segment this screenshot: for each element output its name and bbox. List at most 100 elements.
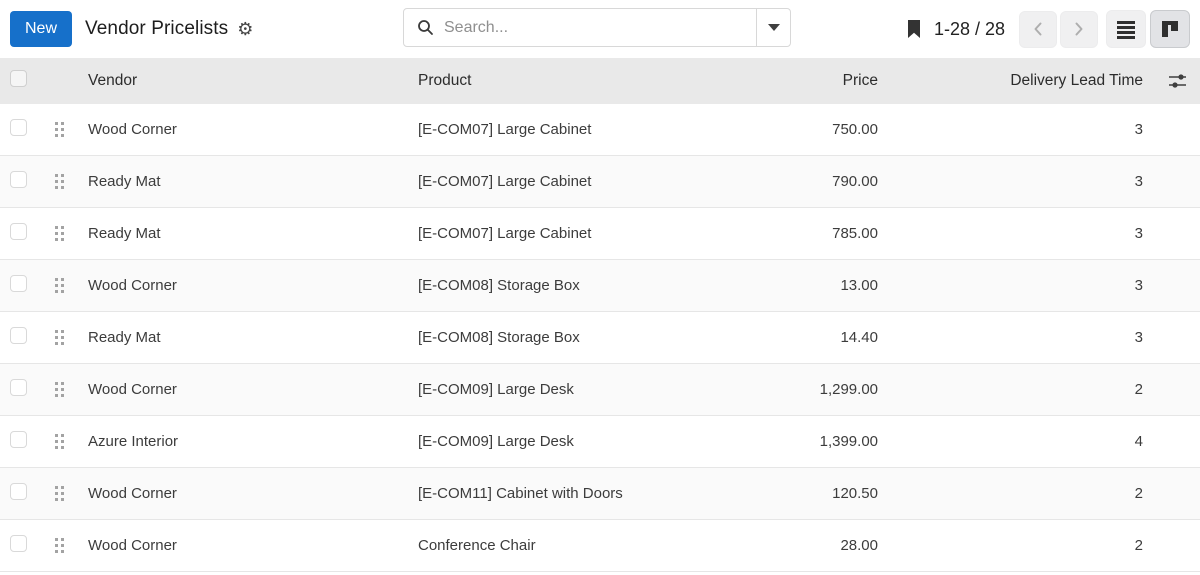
row-checkbox[interactable] [10, 275, 27, 292]
pager-prev-button[interactable] [1019, 10, 1057, 48]
row-checkbox[interactable] [10, 379, 27, 396]
lead-time-cell[interactable]: 3 [1134, 121, 1143, 138]
drag-handle[interactable] [38, 381, 80, 398]
drag-dots-icon [54, 434, 64, 449]
pager-range: 1-28 / 28 [933, 18, 1005, 39]
chevron-left-icon [1034, 22, 1042, 36]
breadcrumb-area: New Vendor Pricelists ⚙ [10, 0, 253, 58]
page-title: Vendor Pricelists [85, 18, 229, 39]
vendor-cell[interactable]: Wood Corner [88, 121, 177, 138]
optional-columns-button[interactable] [1155, 72, 1200, 90]
price-cell[interactable]: 785.00 [832, 225, 878, 242]
bookmark-icon[interactable] [906, 19, 922, 39]
lead-time-cell[interactable]: 2 [1134, 381, 1143, 398]
product-cell[interactable]: [E-COM08] Storage Box [418, 277, 580, 294]
lead-time-cell[interactable]: 2 [1134, 537, 1143, 554]
vendor-cell[interactable]: Wood Corner [88, 277, 177, 294]
price-cell[interactable]: 14.40 [840, 329, 878, 346]
new-button[interactable]: New [10, 11, 73, 47]
list-view-button[interactable] [1106, 10, 1146, 48]
caret-down-icon [767, 24, 780, 31]
price-cell[interactable]: 790.00 [832, 173, 878, 190]
drag-handle[interactable] [38, 485, 80, 502]
row-checkbox[interactable] [10, 171, 27, 188]
table-row[interactable]: Ready Mat [E-COM07] Large Cabinet 785.00… [0, 208, 1200, 260]
price-cell[interactable]: 120.50 [832, 485, 878, 502]
pricelist-table-body: Wood Corner [E-COM07] Large Cabinet 750.… [0, 104, 1200, 572]
row-checkbox[interactable] [10, 119, 27, 136]
product-cell[interactable]: [E-COM08] Storage Box [418, 329, 580, 346]
drag-handle[interactable] [38, 329, 80, 346]
drag-handle[interactable] [38, 537, 80, 554]
lead-time-cell[interactable]: 3 [1134, 225, 1143, 242]
drag-handle[interactable] [38, 121, 80, 138]
drag-handle[interactable] [38, 277, 80, 294]
table-row[interactable]: Wood Corner [E-COM07] Large Cabinet 750.… [0, 104, 1200, 156]
lead-time-cell[interactable]: 2 [1134, 485, 1143, 502]
column-header-product[interactable]: Product [418, 72, 472, 89]
kanban-view-button[interactable] [1150, 10, 1190, 48]
lead-time-cell[interactable]: 3 [1134, 329, 1143, 346]
column-header-vendor[interactable]: Vendor [88, 72, 138, 89]
search-icon [417, 19, 434, 36]
list-view-icon [1117, 20, 1135, 39]
table-row[interactable]: Ready Mat [E-COM07] Large Cabinet 790.00… [0, 156, 1200, 208]
vendor-cell[interactable]: Wood Corner [88, 381, 177, 398]
drag-dots-icon [54, 330, 64, 345]
drag-dots-icon [54, 174, 64, 189]
table-row[interactable]: Wood Corner Conference Chair 28.00 2 [0, 520, 1200, 572]
table-header: Vendor Product Price Delivery Lead Time [0, 58, 1200, 104]
vendor-cell[interactable]: Ready Mat [88, 329, 161, 346]
vendor-cell[interactable]: Azure Interior [88, 433, 179, 450]
pager-area: 1-28 / 28 [906, 0, 1190, 58]
vendor-cell[interactable]: Ready Mat [88, 173, 161, 190]
price-cell[interactable]: 13.00 [840, 277, 878, 294]
lead-time-cell[interactable]: 4 [1134, 433, 1143, 450]
row-checkbox[interactable] [10, 327, 27, 344]
product-cell[interactable]: [E-COM11] Cabinet with Doors [418, 485, 623, 502]
drag-handle[interactable] [38, 433, 80, 450]
chevron-right-icon [1075, 22, 1083, 36]
product-cell[interactable]: [E-COM09] Large Desk [418, 433, 574, 450]
drag-dots-icon [54, 538, 64, 553]
vendor-cell[interactable]: Ready Mat [88, 225, 161, 242]
drag-dots-icon [54, 278, 64, 293]
drag-dots-icon [54, 226, 64, 241]
search-input[interactable] [444, 18, 756, 37]
drag-dots-icon [54, 486, 64, 501]
table-row[interactable]: Wood Corner [E-COM08] Storage Box 13.00 … [0, 260, 1200, 312]
kanban-view-icon [1162, 21, 1178, 37]
price-cell[interactable]: 28.00 [840, 537, 878, 554]
column-header-lead-time[interactable]: Delivery Lead Time [1010, 72, 1143, 89]
search-options-button[interactable] [756, 9, 790, 46]
price-cell[interactable]: 1,399.00 [819, 433, 878, 450]
search-bar [403, 8, 791, 47]
row-checkbox[interactable] [10, 483, 27, 500]
row-checkbox[interactable] [10, 223, 27, 240]
product-cell[interactable]: [E-COM07] Large Cabinet [418, 121, 592, 138]
row-checkbox[interactable] [10, 431, 27, 448]
price-cell[interactable]: 750.00 [832, 121, 878, 138]
drag-handle[interactable] [38, 173, 80, 190]
gear-icon[interactable]: ⚙ [237, 19, 254, 39]
drag-dots-icon [54, 382, 64, 397]
table-row[interactable]: Wood Corner [E-COM11] Cabinet with Doors… [0, 468, 1200, 520]
table-row[interactable]: Ready Mat [E-COM08] Storage Box 14.40 3 [0, 312, 1200, 364]
product-cell[interactable]: [E-COM07] Large Cabinet [418, 225, 592, 242]
product-cell[interactable]: [E-COM07] Large Cabinet [418, 173, 592, 190]
lead-time-cell[interactable]: 3 [1134, 277, 1143, 294]
row-checkbox[interactable] [10, 535, 27, 552]
select-all-checkbox[interactable] [10, 70, 27, 87]
lead-time-cell[interactable]: 3 [1134, 173, 1143, 190]
drag-handle[interactable] [38, 225, 80, 242]
product-cell[interactable]: Conference Chair [418, 537, 536, 554]
column-header-price[interactable]: Price [842, 72, 878, 89]
vendor-cell[interactable]: Wood Corner [88, 537, 177, 554]
vendor-cell[interactable]: Wood Corner [88, 485, 177, 502]
table-row[interactable]: Wood Corner [E-COM09] Large Desk 1,299.0… [0, 364, 1200, 416]
product-cell[interactable]: [E-COM09] Large Desk [418, 381, 574, 398]
price-cell[interactable]: 1,299.00 [819, 381, 878, 398]
table-row[interactable]: Azure Interior [E-COM09] Large Desk 1,39… [0, 416, 1200, 468]
drag-dots-icon [54, 122, 64, 137]
pager-next-button[interactable] [1060, 10, 1098, 48]
